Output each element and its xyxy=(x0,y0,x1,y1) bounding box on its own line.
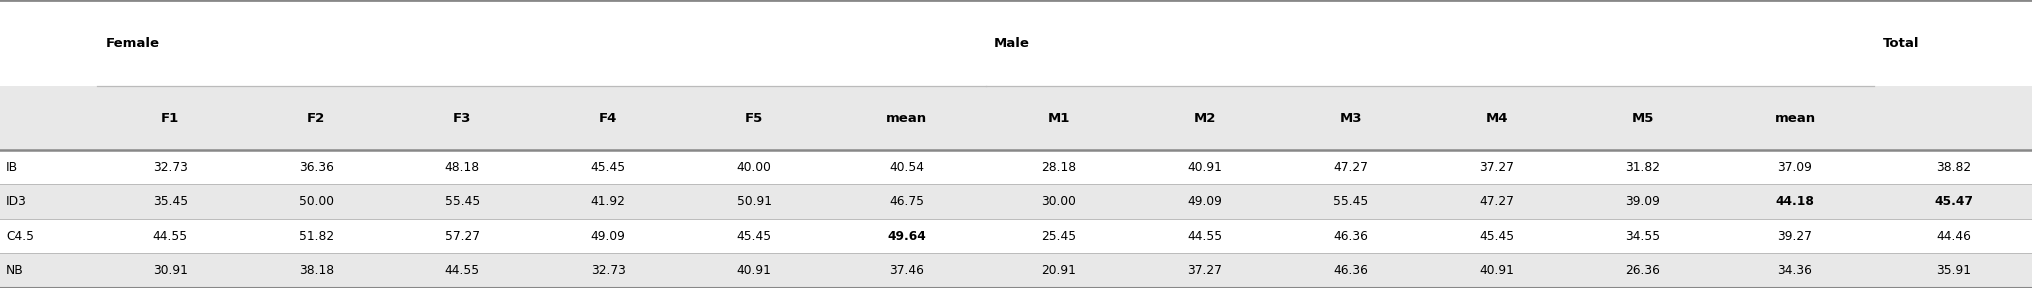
Text: 46.36: 46.36 xyxy=(1333,264,1368,277)
Text: 39.09: 39.09 xyxy=(1624,195,1660,208)
Text: Male: Male xyxy=(994,37,1030,50)
Text: 55.45: 55.45 xyxy=(1333,195,1368,208)
Text: 45.45: 45.45 xyxy=(1479,230,1514,243)
Text: IB: IB xyxy=(6,160,18,174)
Text: Total: Total xyxy=(1882,37,1918,50)
Text: 34.55: 34.55 xyxy=(1624,230,1660,243)
Text: 36.36: 36.36 xyxy=(299,160,333,174)
Text: M4: M4 xyxy=(1485,111,1508,125)
Text: 31.82: 31.82 xyxy=(1624,160,1660,174)
Text: 35.91: 35.91 xyxy=(1934,264,1971,277)
Text: 39.27: 39.27 xyxy=(1776,230,1813,243)
Text: 57.27: 57.27 xyxy=(445,230,480,243)
Text: 25.45: 25.45 xyxy=(1040,230,1075,243)
Text: 45.47: 45.47 xyxy=(1932,195,1973,208)
Text: 45.45: 45.45 xyxy=(591,160,626,174)
Text: 44.55: 44.55 xyxy=(1187,230,1221,243)
Text: 32.73: 32.73 xyxy=(591,264,626,277)
Text: 30.91: 30.91 xyxy=(152,264,187,277)
Text: 20.91: 20.91 xyxy=(1040,264,1075,277)
Text: 40.91: 40.91 xyxy=(736,264,772,277)
Text: 47.27: 47.27 xyxy=(1333,160,1368,174)
Text: 49.09: 49.09 xyxy=(591,230,626,243)
Text: 32.73: 32.73 xyxy=(152,160,187,174)
Text: 40.00: 40.00 xyxy=(736,160,772,174)
Text: 48.18: 48.18 xyxy=(445,160,480,174)
Text: 44.46: 44.46 xyxy=(1934,230,1971,243)
Text: 40.91: 40.91 xyxy=(1479,264,1514,277)
Text: 44.55: 44.55 xyxy=(445,264,480,277)
Bar xyxy=(0,219,2032,253)
Text: ID3: ID3 xyxy=(6,195,26,208)
Text: Female: Female xyxy=(106,37,158,50)
Text: 37.27: 37.27 xyxy=(1187,264,1221,277)
Bar xyxy=(0,253,2032,288)
Text: 37.46: 37.46 xyxy=(888,264,923,277)
Text: mean: mean xyxy=(886,111,927,125)
Text: 41.92: 41.92 xyxy=(591,195,626,208)
Text: 40.91: 40.91 xyxy=(1187,160,1221,174)
Text: 37.27: 37.27 xyxy=(1479,160,1514,174)
Text: C4.5: C4.5 xyxy=(6,230,35,243)
Text: 55.45: 55.45 xyxy=(445,195,480,208)
Text: 51.82: 51.82 xyxy=(299,230,333,243)
Bar xyxy=(0,0,2032,86)
Text: 44.55: 44.55 xyxy=(152,230,187,243)
Text: M1: M1 xyxy=(1046,111,1069,125)
Text: 40.54: 40.54 xyxy=(888,160,923,174)
Text: 38.18: 38.18 xyxy=(299,264,333,277)
Text: 38.82: 38.82 xyxy=(1934,160,1971,174)
Text: NB: NB xyxy=(6,264,24,277)
Text: F5: F5 xyxy=(744,111,762,125)
Text: M3: M3 xyxy=(1339,111,1361,125)
Text: 37.09: 37.09 xyxy=(1776,160,1813,174)
Bar xyxy=(0,86,2032,150)
Text: 28.18: 28.18 xyxy=(1040,160,1075,174)
Bar xyxy=(0,184,2032,219)
Text: 34.36: 34.36 xyxy=(1776,264,1813,277)
Text: 50.91: 50.91 xyxy=(736,195,772,208)
Text: 46.75: 46.75 xyxy=(888,195,923,208)
Text: 47.27: 47.27 xyxy=(1479,195,1514,208)
Text: 50.00: 50.00 xyxy=(299,195,333,208)
Bar xyxy=(0,150,2032,184)
Text: M5: M5 xyxy=(1632,111,1654,125)
Text: 49.09: 49.09 xyxy=(1187,195,1221,208)
Text: M2: M2 xyxy=(1193,111,1215,125)
Text: F1: F1 xyxy=(161,111,179,125)
Text: F3: F3 xyxy=(453,111,471,125)
Text: 30.00: 30.00 xyxy=(1040,195,1075,208)
Text: 46.36: 46.36 xyxy=(1333,230,1368,243)
Text: 45.45: 45.45 xyxy=(736,230,772,243)
Text: mean: mean xyxy=(1774,111,1815,125)
Text: 49.64: 49.64 xyxy=(886,230,925,243)
Text: 44.18: 44.18 xyxy=(1774,195,1813,208)
Text: 35.45: 35.45 xyxy=(152,195,187,208)
Text: F2: F2 xyxy=(307,111,325,125)
Text: 26.36: 26.36 xyxy=(1624,264,1660,277)
Text: F4: F4 xyxy=(599,111,618,125)
